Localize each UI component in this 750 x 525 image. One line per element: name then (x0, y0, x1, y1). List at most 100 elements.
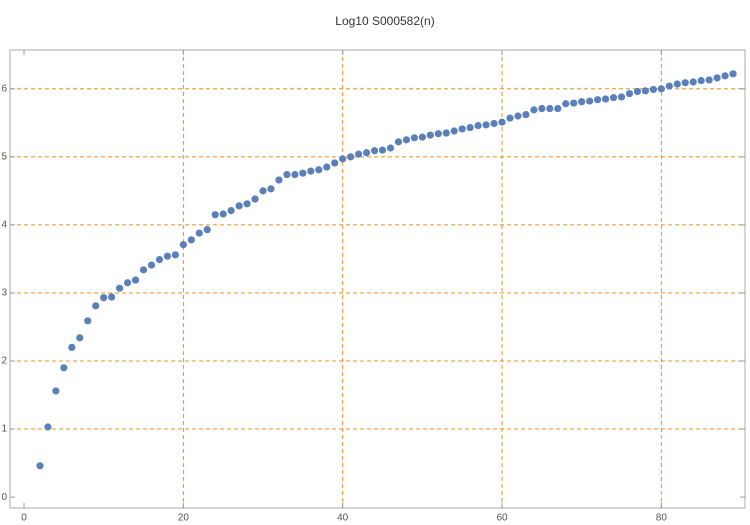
point (434, 130, 442, 138)
point (713, 74, 721, 82)
point (601, 95, 610, 103)
y-tick-label: 5 (1, 151, 7, 162)
point (681, 79, 689, 87)
point (514, 112, 522, 120)
point (92, 302, 100, 310)
point (530, 106, 538, 114)
point (617, 93, 626, 101)
point (76, 334, 84, 342)
point (546, 104, 554, 113)
point (84, 317, 92, 325)
point (506, 114, 514, 122)
point (570, 99, 578, 107)
point (227, 207, 235, 215)
point (291, 170, 299, 179)
point (578, 98, 586, 106)
point (522, 111, 530, 119)
x-tick-label: 20 (178, 513, 190, 524)
x-tick-label: 60 (496, 513, 508, 524)
point (498, 118, 506, 126)
point (402, 136, 411, 144)
x-tick-label: 0 (21, 513, 27, 524)
point (251, 195, 259, 203)
y-tick-label: 6 (1, 83, 7, 94)
point (307, 167, 315, 175)
point (482, 121, 490, 129)
point (52, 387, 60, 395)
x-tick-label: 80 (656, 513, 668, 524)
point (259, 187, 267, 195)
point (721, 72, 729, 80)
point (116, 284, 124, 292)
point (362, 149, 371, 157)
plot-frame (9, 49, 746, 509)
point (123, 279, 132, 287)
point (562, 100, 570, 108)
point (673, 80, 681, 88)
x-tick-label: 40 (337, 513, 349, 524)
point (211, 211, 219, 219)
point (139, 266, 148, 274)
point (299, 169, 307, 177)
point (355, 150, 363, 158)
point (195, 229, 203, 237)
point (689, 78, 697, 86)
point (283, 170, 291, 179)
point (450, 127, 458, 135)
point (60, 364, 68, 372)
point (418, 133, 426, 141)
point (171, 251, 179, 259)
point (108, 293, 116, 301)
point (426, 131, 434, 139)
point (641, 87, 650, 95)
point (131, 276, 140, 284)
y-tick-label: 3 (1, 288, 7, 299)
point (147, 261, 156, 269)
point (665, 82, 673, 90)
point (410, 134, 418, 142)
point (490, 119, 498, 128)
point (458, 125, 466, 133)
y-tick-label: 0 (1, 492, 7, 503)
point (538, 104, 546, 113)
point (649, 85, 657, 94)
point (163, 252, 172, 260)
y-tick-label: 1 (1, 424, 7, 435)
point (68, 343, 76, 351)
point (339, 155, 347, 163)
chart-title: Log10 S000582(n) (335, 14, 434, 28)
point (657, 85, 665, 93)
point (474, 121, 482, 130)
point (729, 70, 737, 78)
point (275, 176, 283, 184)
point (235, 202, 243, 210)
point (466, 123, 474, 132)
point (331, 159, 339, 167)
point (697, 77, 705, 85)
point (267, 185, 275, 193)
point (625, 89, 634, 98)
point (44, 423, 52, 431)
point (378, 146, 387, 154)
point (243, 200, 251, 208)
point (609, 94, 618, 102)
point (179, 241, 187, 249)
point (36, 462, 44, 470)
point (586, 97, 594, 105)
y-tick-label: 4 (1, 220, 7, 231)
point (187, 236, 195, 244)
point (554, 104, 562, 113)
point (386, 144, 395, 152)
point (370, 147, 379, 155)
point (219, 210, 227, 218)
point (100, 294, 108, 302)
point (203, 226, 211, 234)
point (155, 256, 164, 264)
point (323, 163, 331, 171)
point (347, 153, 355, 161)
point (633, 87, 642, 96)
y-tick-label: 2 (1, 356, 7, 367)
point (394, 138, 403, 146)
